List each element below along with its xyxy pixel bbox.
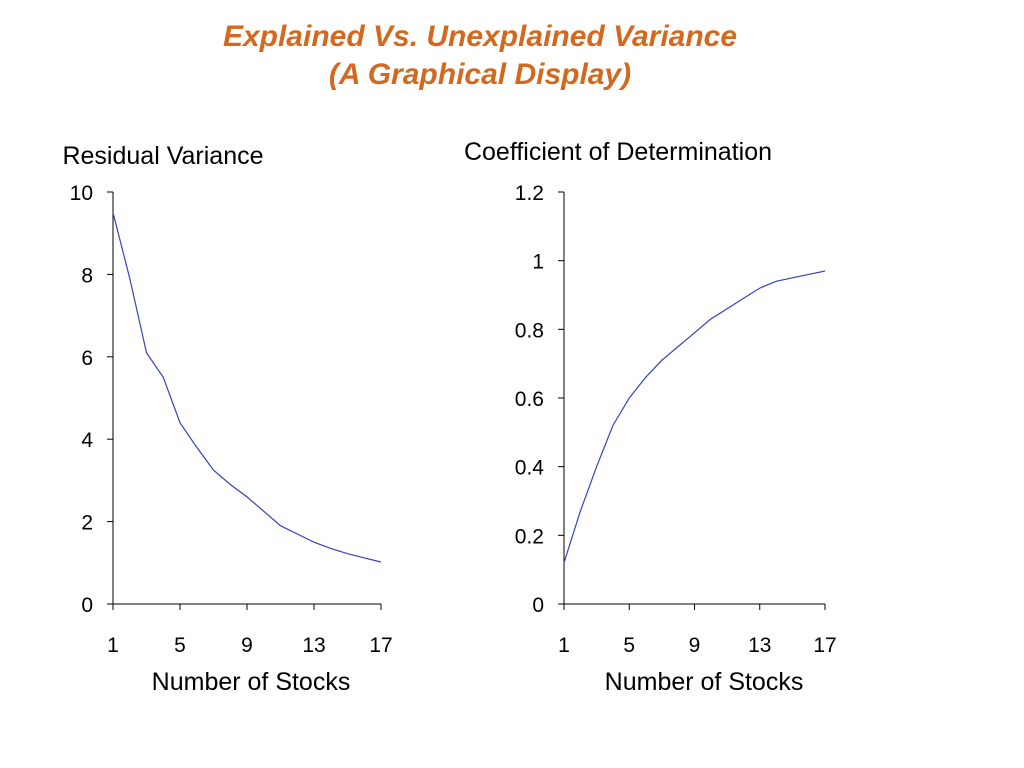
chart-coefficient-of-determination: Coefficient of Determination Number of S… — [464, 138, 837, 696]
chart-title: Coefficient of Determination — [464, 138, 772, 166]
x-axis-label: Number of Stocks — [152, 668, 351, 696]
y-tick-label: 0.4 — [515, 457, 545, 480]
chart-title: Residual Variance — [62, 142, 263, 170]
y-tick-label: 0.8 — [515, 319, 544, 342]
x-tick-label: 9 — [689, 634, 701, 657]
x-axis-label: Number of Stocks — [605, 668, 804, 696]
slide-title-line2: (A Graphical Display) — [328, 58, 632, 91]
x-tick-label: 17 — [369, 634, 392, 657]
x-tick-label: 1 — [558, 634, 570, 657]
y-tick-label: 8 — [81, 264, 93, 287]
x-tick-label: 5 — [174, 634, 186, 657]
slide-title-line1: Explained Vs. Unexplained Variance — [222, 20, 738, 53]
y-tick-label: 10 — [70, 182, 93, 205]
y-tick-label: 0.6 — [515, 388, 544, 411]
y-tick-label: 0.2 — [515, 525, 544, 548]
y-tick-label: 0 — [532, 594, 544, 617]
y-tick-label: 4 — [81, 429, 93, 452]
y-tick-label: 2 — [81, 512, 93, 535]
x-tick-label: 13 — [302, 634, 325, 657]
y-tick-label: 1.2 — [515, 182, 544, 205]
slide-title: Explained Vs. Unexplained Variance (A Gr… — [0, 18, 960, 94]
series-line — [563, 270, 826, 563]
y-tick-label: 1 — [532, 251, 544, 274]
x-tick-label: 9 — [241, 634, 253, 657]
chart-residual-variance: Residual Variance Number of Stocks 0 2 4 6 8… — [62, 142, 392, 696]
x-tick-label: 1 — [107, 634, 119, 657]
x-tick-label: 5 — [623, 634, 635, 657]
y-tick-label: 6 — [81, 347, 93, 370]
series-line — [112, 212, 382, 563]
y-tick-label: 0 — [81, 594, 93, 617]
x-tick-label: 13 — [748, 634, 771, 657]
x-tick-label: 17 — [813, 634, 836, 657]
